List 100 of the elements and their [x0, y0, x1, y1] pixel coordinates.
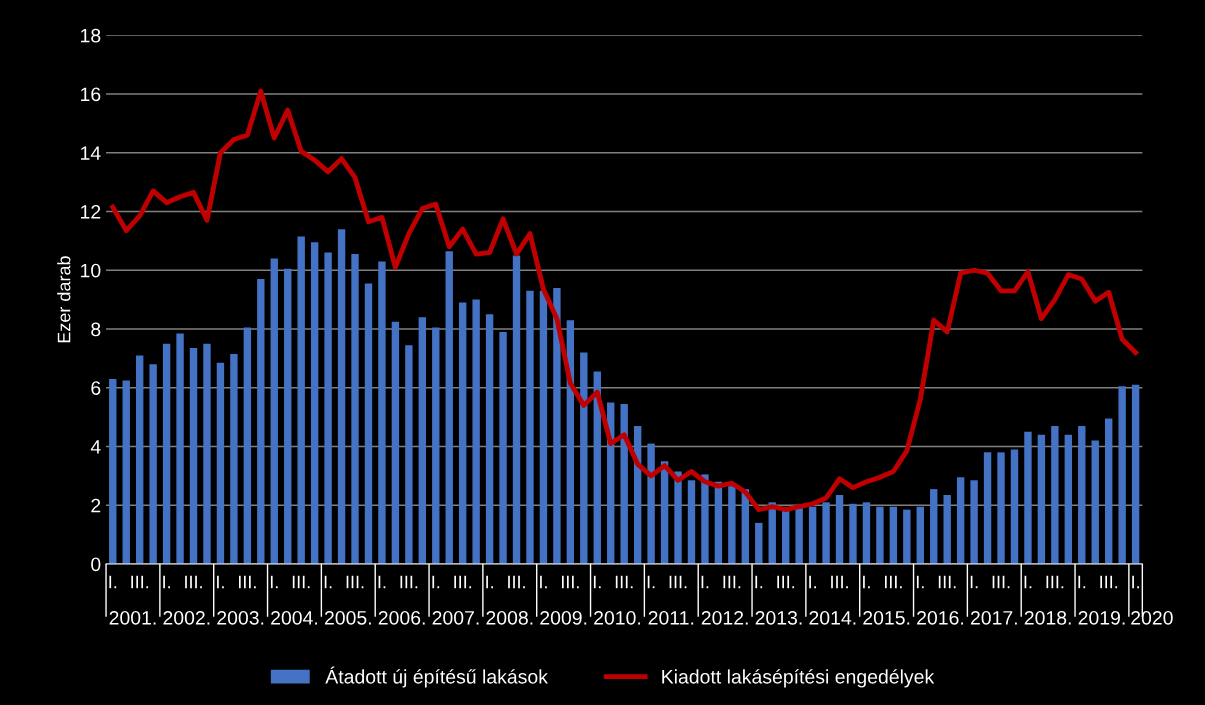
bar: [539, 290, 548, 564]
x-tick-label: I.: [378, 575, 386, 589]
x-tick-label: I.: [1078, 575, 1086, 589]
bar: [970, 480, 978, 564]
x-tick-label: I.: [970, 575, 978, 589]
bar: [580, 352, 588, 564]
bar: [499, 331, 507, 564]
y-tick-label: 12: [81, 204, 101, 219]
bar: [956, 477, 965, 564]
bar: [889, 506, 898, 564]
x-tick-label: I.: [1132, 575, 1139, 589]
bar: [1104, 418, 1113, 564]
text: 2009.: [540, 610, 587, 625]
bar: [149, 364, 157, 564]
bar: [943, 494, 951, 564]
bar: [364, 283, 373, 564]
x-tick-label: III.: [992, 575, 1010, 589]
text: 2007.: [432, 610, 479, 625]
text: 2018.: [1024, 610, 1071, 625]
bar: [109, 378, 117, 564]
x-tick-label: III.: [1100, 575, 1118, 589]
bar: [310, 242, 319, 564]
y-tick-label: 14: [81, 146, 101, 160]
bar: [1051, 425, 1059, 564]
bar: [324, 252, 332, 564]
bar: [1131, 384, 1140, 564]
bar: [526, 290, 534, 564]
x-tick-label: I.: [916, 575, 924, 589]
bar: [216, 362, 225, 564]
bar: [432, 327, 440, 564]
bar: [822, 502, 830, 564]
bar: [284, 268, 292, 564]
bar: [849, 503, 857, 564]
legend-label: Kiadott lakásépítési engedélyek: [662, 669, 935, 688]
bar: [930, 489, 938, 564]
x-tick-label: III.: [561, 575, 579, 589]
text: 2008.: [486, 610, 533, 625]
x-tick-label: III.: [884, 575, 902, 589]
bar: [701, 474, 709, 564]
legend-label: Átadott új építésű lakások: [325, 666, 548, 688]
y-tick-label: 8: [91, 322, 101, 337]
bar: [755, 522, 763, 564]
x-tick-label: III.: [669, 575, 687, 589]
x-tick-label: III.: [131, 575, 149, 589]
x-tick-label: III.: [938, 575, 956, 589]
text: 2013.: [755, 610, 802, 625]
bar: [203, 343, 211, 564]
bar: [795, 508, 803, 564]
x-tick-label: III.: [400, 575, 418, 589]
y-tick-label: 0: [91, 557, 101, 572]
line-series: [110, 88, 1139, 513]
bar: [472, 299, 480, 564]
bar: [122, 380, 130, 564]
x-tick-label: I.: [109, 575, 117, 589]
bar: [405, 345, 413, 564]
text: 2017.: [970, 610, 1017, 625]
bar: [337, 229, 346, 564]
text: 2014.: [809, 610, 856, 625]
text: 2015.: [863, 610, 910, 625]
text: 2016.: [917, 610, 964, 625]
bar: [983, 452, 992, 564]
x-tick-label: III.: [185, 575, 202, 589]
bar: [647, 443, 655, 564]
text: 2006.: [378, 610, 425, 625]
bar: [297, 236, 305, 564]
bar: [1078, 425, 1086, 564]
text: 2001.: [109, 610, 156, 625]
bar: [916, 506, 924, 564]
y-tick-label: 16: [81, 87, 101, 102]
bar: [876, 506, 884, 564]
bar: [1064, 434, 1073, 564]
bar: [485, 314, 494, 564]
x-tick-label: III.: [238, 575, 256, 589]
x-tick-label: I.: [217, 575, 224, 589]
x-tick-label: I.: [432, 575, 440, 589]
text: 2004.: [271, 610, 318, 625]
text: 2003.: [217, 610, 264, 625]
x-tick-label: III.: [777, 575, 795, 589]
x-tick-label: I.: [270, 575, 278, 589]
x-tick-label: I.: [701, 575, 709, 589]
text: 2010.: [594, 610, 641, 625]
bar: [162, 343, 171, 564]
text: 2020: [1131, 610, 1173, 625]
bar: [674, 471, 682, 564]
bar: [997, 452, 1005, 564]
x-tick-label: I.: [755, 575, 763, 589]
bar: [445, 251, 453, 564]
bar: [257, 279, 265, 564]
y-tick-label: 4: [90, 440, 101, 454]
text: 2011.: [648, 610, 694, 625]
bar: [1118, 386, 1126, 564]
text: 2005.: [324, 610, 371, 625]
x-tick-label: I.: [324, 575, 332, 589]
x-tick-label: I.: [647, 575, 655, 589]
bar: [270, 258, 278, 564]
bar: [835, 494, 844, 564]
x-tick-label: I.: [809, 575, 816, 589]
bar: [176, 333, 184, 564]
bar: [808, 506, 817, 564]
bar: [903, 509, 911, 564]
